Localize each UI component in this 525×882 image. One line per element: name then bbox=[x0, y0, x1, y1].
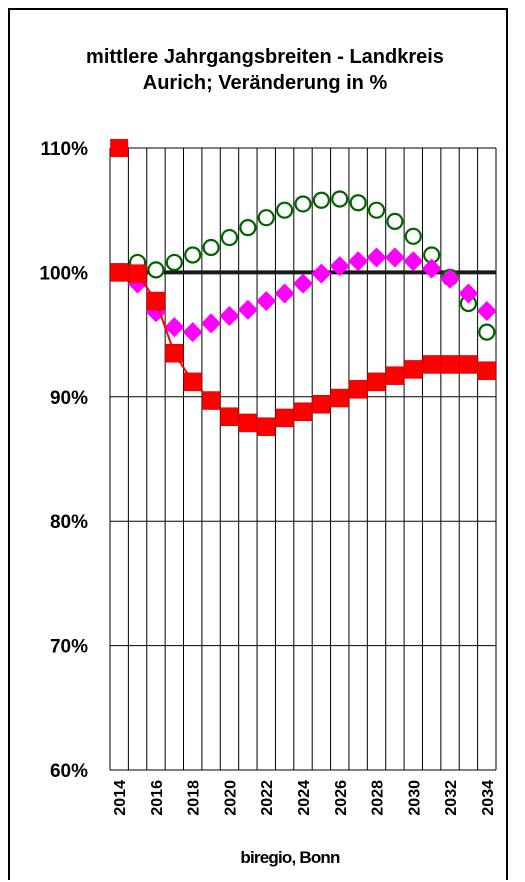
y-tick-label: 60% bbox=[50, 761, 88, 782]
data-point-diamond bbox=[311, 263, 332, 284]
x-tick-label: 2034 bbox=[480, 780, 497, 816]
data-point-circle bbox=[257, 209, 275, 227]
data-point-diamond bbox=[164, 317, 185, 338]
chart-title-line-1: mittlere Jahrgangsbreiten - Landkreis bbox=[86, 46, 444, 68]
data-point-square bbox=[275, 408, 294, 428]
data-point-square bbox=[109, 263, 129, 282]
data-point-circle bbox=[220, 228, 239, 247]
data-point-square bbox=[238, 413, 258, 433]
x-tick-label: 2032 bbox=[443, 780, 460, 816]
data-point-diamond bbox=[403, 251, 424, 272]
data-point-diamond bbox=[329, 256, 350, 277]
data-point-circle bbox=[386, 212, 404, 230]
data-point-diamond bbox=[256, 291, 277, 312]
data-point-square bbox=[165, 344, 184, 363]
y-tick-label: 110% bbox=[40, 139, 88, 160]
data-point-diamond bbox=[421, 258, 442, 279]
y-tick-label: 90% bbox=[50, 388, 88, 409]
data-point-diamond bbox=[476, 300, 497, 321]
chart-border bbox=[8, 8, 508, 880]
data-point-circle bbox=[404, 227, 422, 245]
data-point-square bbox=[220, 407, 239, 426]
data-point-circle bbox=[184, 246, 202, 264]
data-point-square bbox=[459, 355, 478, 374]
data-point-diamond bbox=[182, 322, 203, 343]
x-tick-label: 2030 bbox=[406, 780, 423, 816]
chart-title: mittlere Jahrgangsbreiten - Landkreis Au… bbox=[30, 44, 500, 96]
data-point-diamond bbox=[366, 247, 387, 268]
data-point-square bbox=[128, 264, 147, 283]
x-tick-label: 2026 bbox=[333, 780, 350, 816]
data-point-diamond bbox=[237, 299, 258, 320]
x-tick-label: 2016 bbox=[149, 780, 166, 816]
data-point-circle bbox=[349, 194, 367, 212]
y-tick-label: 100% bbox=[39, 263, 88, 284]
data-point-diamond bbox=[384, 247, 405, 268]
data-point-diamond bbox=[201, 313, 222, 334]
data-point-circle bbox=[367, 201, 386, 219]
data-point-circle bbox=[478, 323, 496, 341]
data-point-square bbox=[440, 355, 460, 374]
data-point-square bbox=[404, 360, 423, 379]
x-tick-label: 2028 bbox=[370, 780, 387, 816]
data-point-square bbox=[422, 355, 441, 374]
x-tick-label: 2018 bbox=[186, 780, 203, 816]
data-point-circle bbox=[331, 190, 349, 208]
data-point-square bbox=[367, 372, 386, 392]
data-point-square bbox=[201, 391, 221, 410]
x-tick-label: 2014 bbox=[112, 780, 129, 816]
y-tick-label: 70% bbox=[50, 637, 88, 658]
data-point-square bbox=[477, 361, 497, 380]
data-point-diamond bbox=[348, 251, 369, 272]
data-point-circle bbox=[239, 219, 257, 237]
x-tick-label: 2024 bbox=[296, 780, 313, 816]
x-tick-label: 2020 bbox=[222, 780, 239, 816]
data-point-circle bbox=[276, 201, 294, 219]
data-point-diamond bbox=[219, 305, 240, 326]
data-point-square bbox=[146, 291, 166, 311]
x-tick-label: 2022 bbox=[259, 780, 276, 816]
data-point-square bbox=[293, 402, 313, 421]
y-tick-label: 80% bbox=[50, 512, 88, 533]
data-point-diamond bbox=[293, 273, 313, 294]
data-point-circle bbox=[294, 195, 312, 213]
data-point-square-outlier bbox=[110, 139, 129, 157]
data-point-circle bbox=[312, 191, 330, 209]
data-point-circle bbox=[147, 261, 165, 279]
data-point-diamond bbox=[440, 268, 461, 289]
data-point-square bbox=[330, 388, 350, 408]
data-point-square bbox=[312, 395, 331, 414]
data-point-circle bbox=[202, 238, 220, 257]
data-point-diamond bbox=[274, 283, 295, 304]
source-label: biregio, Bonn bbox=[240, 848, 340, 867]
chart-title-line-2: Aurich; Veränderung in % bbox=[142, 72, 388, 94]
data-point-square bbox=[256, 417, 276, 436]
data-point-square bbox=[348, 380, 368, 399]
data-point-square bbox=[183, 372, 202, 392]
data-point-circle bbox=[165, 253, 183, 272]
data-point-square bbox=[385, 366, 405, 385]
data-point-diamond bbox=[458, 283, 479, 304]
